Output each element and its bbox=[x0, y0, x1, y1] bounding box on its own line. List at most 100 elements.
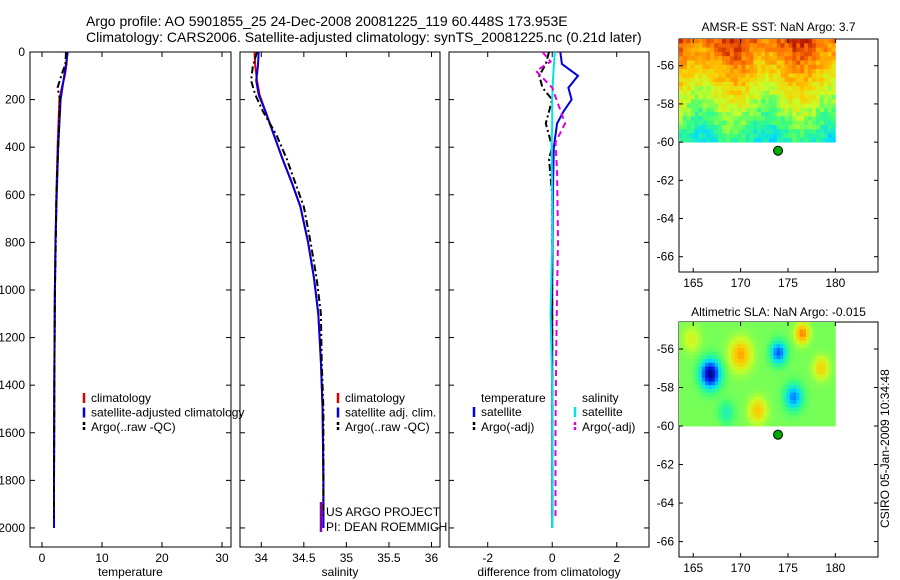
raster-cell bbox=[804, 107, 809, 113]
raster-cell bbox=[690, 112, 696, 117]
raster-cell bbox=[698, 124, 703, 130]
x-tick-label: 170 bbox=[731, 276, 751, 290]
raster-cell bbox=[698, 407, 703, 412]
raster-cell bbox=[724, 325, 729, 330]
raster-cell bbox=[812, 370, 817, 375]
raster-cell bbox=[819, 414, 823, 419]
raster-cell bbox=[828, 366, 833, 371]
raster-cell bbox=[711, 333, 716, 338]
raster-cell bbox=[734, 359, 739, 364]
raster-cell bbox=[811, 94, 817, 100]
raster-cell bbox=[740, 359, 745, 364]
raster-cell bbox=[747, 325, 752, 330]
raster-cell bbox=[779, 374, 784, 379]
raster-cell bbox=[827, 81, 832, 87]
raster-cell bbox=[686, 81, 692, 87]
raster-cell bbox=[823, 107, 828, 113]
raster-cell bbox=[718, 86, 723, 91]
raster-cell bbox=[690, 69, 696, 74]
raster-cell bbox=[744, 351, 748, 356]
raster-cell bbox=[702, 64, 707, 70]
raster-cell bbox=[694, 60, 699, 66]
raster-cell bbox=[760, 325, 765, 330]
raster-cell bbox=[819, 77, 825, 83]
x-tick-label: 2 bbox=[613, 551, 620, 565]
raster-cell bbox=[825, 381, 830, 386]
raster-cell bbox=[766, 400, 771, 405]
raster-cell bbox=[725, 90, 731, 96]
raster-cell bbox=[761, 39, 766, 44]
raster-cell bbox=[796, 73, 801, 79]
raster-cell bbox=[784, 69, 789, 74]
raster-cell bbox=[792, 39, 797, 44]
raster-cell bbox=[804, 86, 809, 91]
raster-cell bbox=[776, 418, 781, 423]
raster-cell bbox=[708, 370, 712, 375]
raster-cell bbox=[737, 340, 742, 345]
raster-cell bbox=[786, 359, 791, 364]
raster-cell bbox=[744, 340, 748, 345]
raster-cell bbox=[819, 60, 825, 66]
x-axis-label: temperature bbox=[98, 565, 163, 579]
raster-cell bbox=[692, 325, 696, 330]
raster-cell bbox=[682, 418, 686, 423]
raster-cell bbox=[694, 64, 699, 70]
raster-cell bbox=[783, 340, 787, 345]
raster-cell bbox=[776, 403, 781, 408]
raster-cell bbox=[761, 116, 766, 122]
raster-cell bbox=[770, 344, 774, 349]
raster-cell bbox=[701, 381, 706, 386]
raster-cell bbox=[788, 116, 793, 122]
raster-cell bbox=[825, 366, 830, 371]
raster-cell bbox=[708, 329, 712, 334]
raster-cell bbox=[799, 344, 804, 349]
raster-cell bbox=[750, 336, 755, 341]
raster-cell bbox=[788, 133, 793, 139]
raster-cell bbox=[753, 366, 758, 371]
raster-cell bbox=[793, 392, 797, 397]
raster-cell bbox=[776, 112, 782, 117]
raster-cell bbox=[815, 344, 820, 349]
raster-cell bbox=[811, 107, 817, 113]
raster-cell bbox=[718, 366, 722, 371]
raster-cell bbox=[750, 388, 755, 393]
raster-cell bbox=[727, 385, 732, 390]
raster-cell bbox=[761, 112, 766, 117]
raster-cell bbox=[789, 366, 794, 371]
raster-cell bbox=[779, 407, 784, 412]
raster-cell bbox=[701, 333, 706, 338]
raster-cell bbox=[763, 374, 768, 379]
raster-cell bbox=[776, 129, 782, 134]
raster-cell bbox=[694, 116, 699, 122]
raster-cell bbox=[815, 60, 821, 66]
raster-cell bbox=[722, 112, 727, 117]
raster-cell bbox=[776, 51, 782, 57]
raster-cell bbox=[718, 370, 722, 375]
raster-cell bbox=[714, 90, 719, 96]
raster-cell bbox=[776, 388, 781, 393]
raster-cell bbox=[682, 77, 688, 83]
raster-cell bbox=[800, 94, 805, 100]
raster-cell bbox=[695, 366, 699, 371]
raster-cell bbox=[734, 392, 739, 397]
raster-cell bbox=[692, 381, 696, 386]
raster-cell bbox=[789, 359, 794, 364]
raster-cell bbox=[737, 388, 742, 393]
raster-cell bbox=[750, 351, 755, 356]
raster-cell bbox=[796, 69, 801, 74]
raster-cell bbox=[804, 112, 809, 117]
raster-cell bbox=[806, 362, 810, 367]
raster-cell bbox=[779, 411, 784, 416]
raster-cell bbox=[718, 403, 722, 408]
raster-cell bbox=[708, 344, 712, 349]
raster-cell bbox=[724, 355, 729, 360]
raster-cell bbox=[722, 103, 727, 109]
raster-cell bbox=[731, 333, 735, 338]
raster-cell bbox=[802, 329, 807, 334]
raster-cell bbox=[776, 94, 782, 100]
raster-cell bbox=[815, 51, 821, 57]
raster-cell bbox=[780, 69, 785, 74]
raster-cell bbox=[796, 77, 801, 83]
raster-cell bbox=[690, 120, 696, 126]
raster-cell bbox=[770, 329, 774, 334]
